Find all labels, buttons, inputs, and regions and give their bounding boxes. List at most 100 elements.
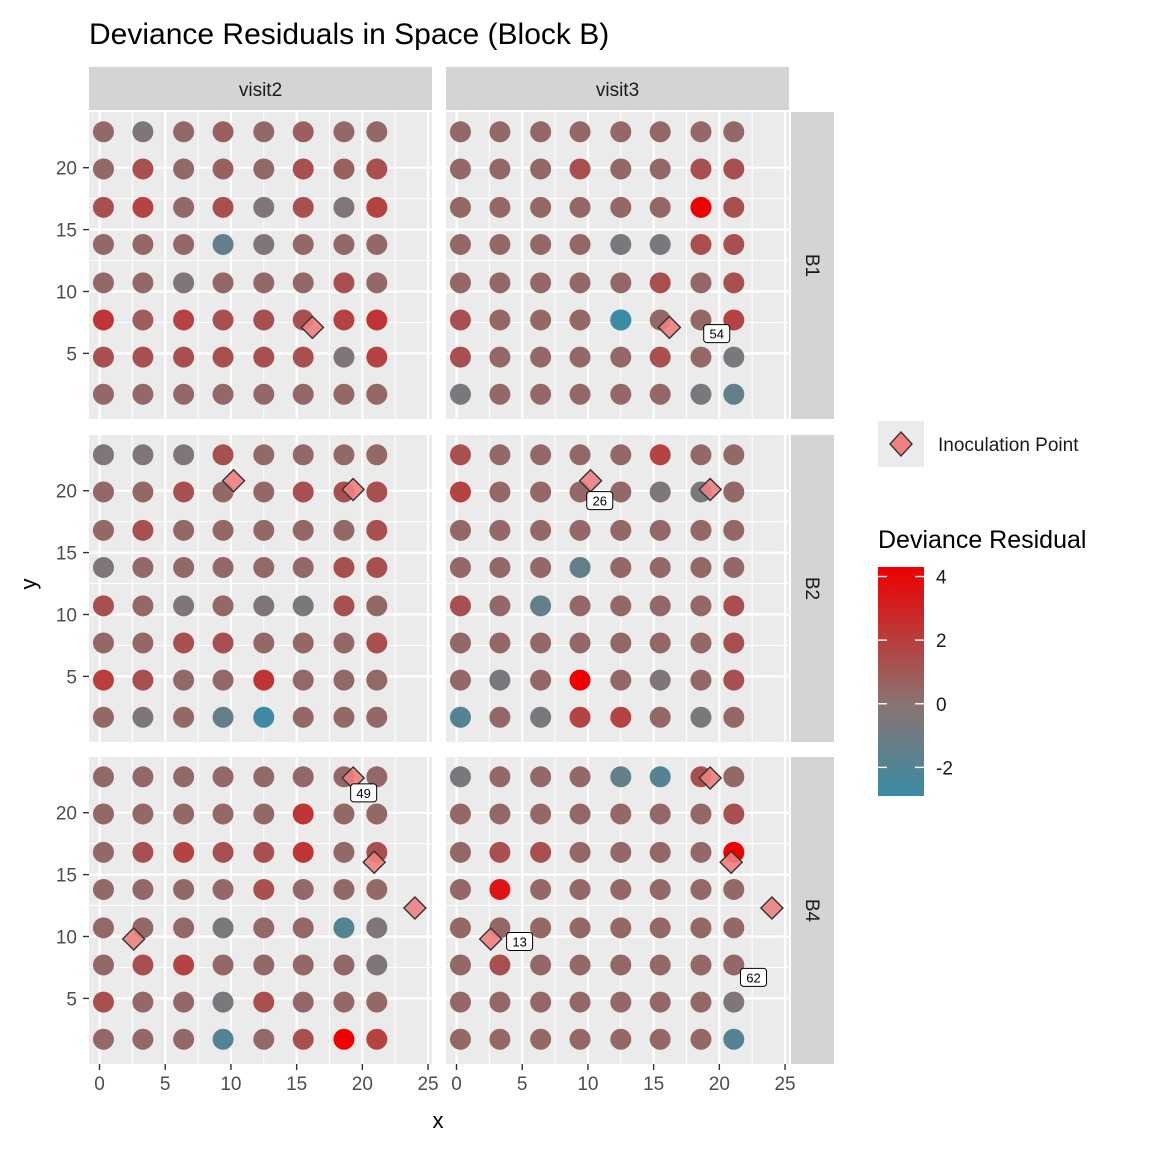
residual-point: [649, 632, 671, 654]
residual-point: [212, 519, 234, 541]
residual-point: [569, 917, 591, 939]
residual-point: [569, 383, 591, 405]
x-tick-label: 0: [94, 1074, 105, 1095]
residual-point: [212, 233, 234, 255]
colorbar: [878, 567, 924, 796]
residual-point: [610, 632, 632, 654]
residual-point: [530, 632, 552, 654]
residual-point: [173, 632, 195, 654]
legend-diamond-icon: [889, 430, 913, 458]
residual-point: [333, 803, 355, 825]
residual-point: [366, 121, 388, 143]
residual-point: [449, 632, 471, 654]
residual-point: [333, 841, 355, 863]
residual-point: [489, 121, 511, 143]
residual-point: [253, 481, 275, 503]
residual-point: [649, 121, 671, 143]
residual-point: [690, 595, 712, 617]
residual-point: [610, 595, 632, 617]
residual-point: [92, 272, 114, 294]
residual-point: [92, 841, 114, 863]
residual-point: [173, 196, 195, 218]
residual-point: [723, 233, 745, 255]
residual-point: [723, 917, 745, 939]
residual-point: [253, 444, 275, 466]
residual-point: [333, 878, 355, 900]
residual-point: [92, 346, 114, 368]
strip-col-visit2: [89, 67, 432, 110]
residual-point: [530, 1028, 552, 1050]
residual-point: [132, 233, 154, 255]
residual-point: [569, 766, 591, 788]
residual-point: [649, 1028, 671, 1050]
residual-point: [690, 706, 712, 728]
residual-point: [530, 158, 552, 180]
residual-point: [333, 1028, 355, 1050]
residual-point: [333, 383, 355, 405]
residual-point: [212, 632, 234, 654]
residual-point: [333, 233, 355, 255]
residual-point: [449, 519, 471, 541]
data-label-box: [350, 783, 378, 803]
residual-point: [569, 954, 591, 976]
residual-point: [649, 917, 671, 939]
residual-point: [649, 272, 671, 294]
residual-point: [723, 556, 745, 578]
residual-point: [212, 841, 234, 863]
residual-point: [690, 519, 712, 541]
residual-point: [449, 444, 471, 466]
residual-point: [530, 233, 552, 255]
residual-point: [366, 669, 388, 691]
residual-point: [649, 519, 671, 541]
residual-point: [253, 196, 275, 218]
inoculation-diamond: [719, 850, 744, 875]
x-tick-label: 5: [160, 1074, 171, 1095]
residual-point: [530, 444, 552, 466]
residual-point: [253, 556, 275, 578]
residual-point: [530, 595, 552, 617]
residual-point: [212, 309, 234, 331]
residual-point: [92, 803, 114, 825]
residual-point: [132, 595, 154, 617]
residual-point: [253, 766, 275, 788]
data-label-box: [586, 491, 614, 511]
residual-point: [530, 196, 552, 218]
residual-point: [690, 632, 712, 654]
residual-point: [253, 233, 275, 255]
residual-point: [449, 233, 471, 255]
residual-point: [449, 841, 471, 863]
residual-point: [132, 991, 154, 1013]
residual-point: [212, 706, 234, 728]
residual-point: [253, 991, 275, 1013]
residual-point: [649, 595, 671, 617]
colorbar-ticks: 4 2 0 -2: [878, 568, 953, 779]
residual-point: [92, 158, 114, 180]
residual-point: [690, 878, 712, 900]
residual-point: [649, 766, 671, 788]
residual-point: [569, 519, 591, 541]
residual-point: [610, 196, 632, 218]
residual-point: [610, 917, 632, 939]
residual-point: [530, 121, 552, 143]
residual-point: [212, 1028, 234, 1050]
residual-point: [132, 519, 154, 541]
residual-point: [132, 669, 154, 691]
residual-point: [132, 878, 154, 900]
residual-point: [489, 309, 511, 331]
residual-point: [569, 632, 591, 654]
data-label: 49: [356, 786, 370, 801]
residual-point: [212, 444, 234, 466]
residual-point: [723, 196, 745, 218]
residual-point: [173, 309, 195, 331]
panel-background: [89, 435, 432, 742]
residual-point: [366, 346, 388, 368]
residual-point: [333, 519, 355, 541]
residual-point: [690, 556, 712, 578]
strip-row-B2: [791, 435, 834, 742]
residual-point: [92, 917, 114, 939]
residual-point: [292, 481, 314, 503]
residual-point: [530, 954, 552, 976]
residual-point: [569, 346, 591, 368]
residual-point: [449, 917, 471, 939]
